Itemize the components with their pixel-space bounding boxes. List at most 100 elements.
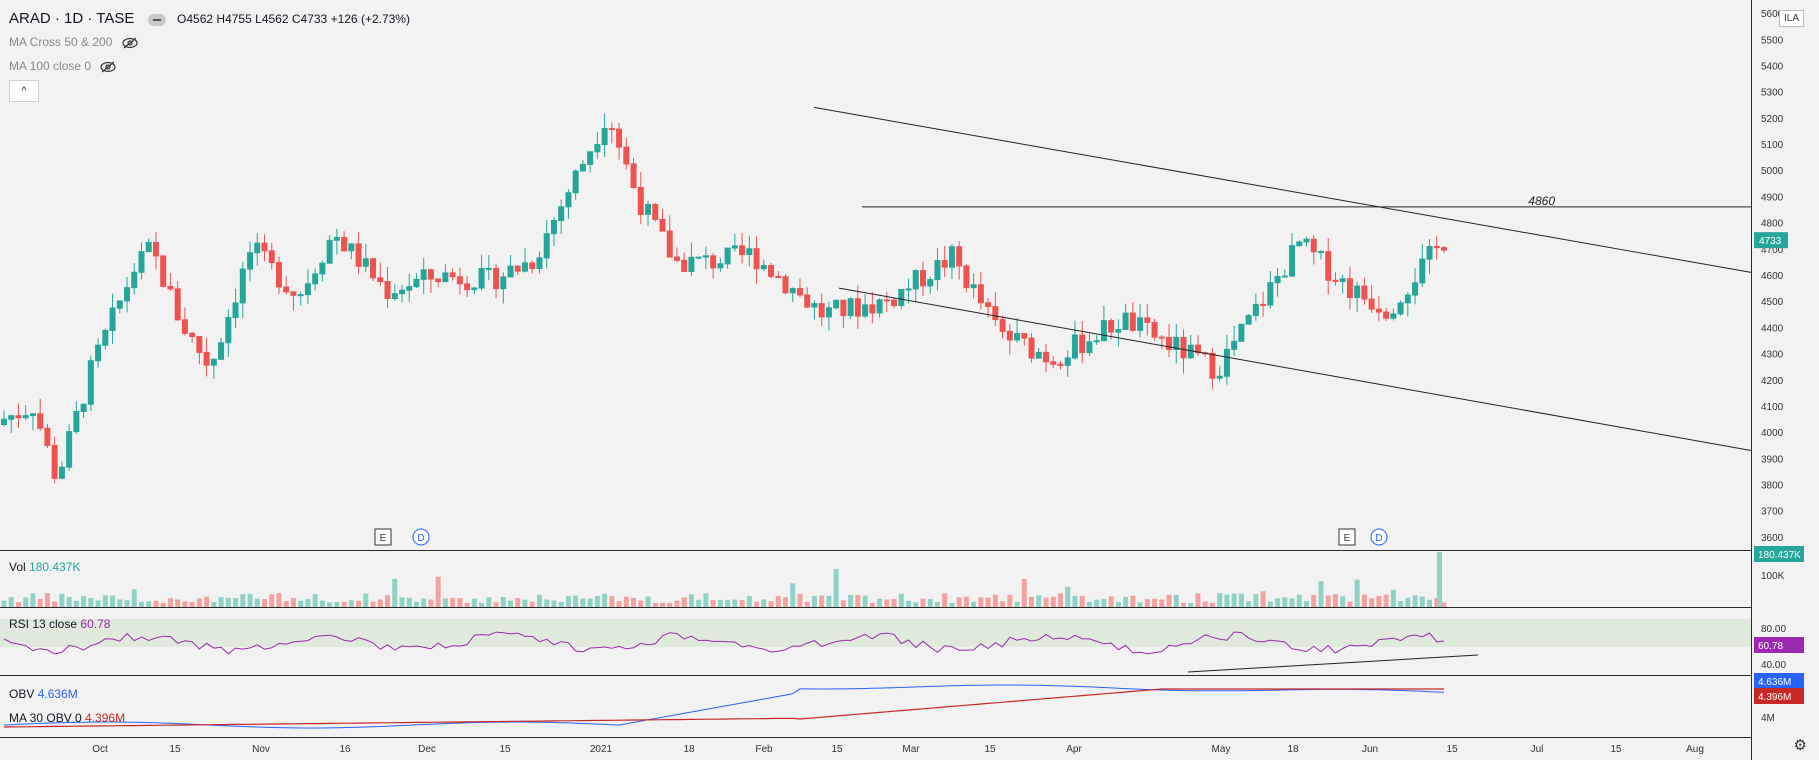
time-axis-label: Oct (92, 744, 108, 755)
volume-bar (862, 595, 868, 607)
volume-bar (1347, 601, 1353, 607)
volume-bar (146, 601, 152, 607)
obv-ma-tag: 4.396M (1758, 692, 1791, 703)
candle-body (507, 265, 514, 278)
volume-bar (341, 601, 347, 607)
volume-bar (81, 596, 87, 607)
volume-bar (298, 600, 304, 607)
candle-body (919, 270, 926, 287)
candle-body (1137, 317, 1144, 331)
volume-bar (1029, 596, 1035, 607)
candle-body (1325, 251, 1332, 281)
volume-bar (1311, 594, 1317, 607)
volume-bar (1267, 601, 1273, 607)
obv-legend[interactable]: OBV 4.636M (9, 687, 78, 701)
currency-badge[interactable]: ILA (1779, 10, 1805, 27)
volume-bar (1043, 597, 1049, 607)
obv-tag: 4.636M (1758, 677, 1791, 688)
candle-body (464, 283, 471, 291)
symbol-title[interactable]: ARAD · 1D · TASE (9, 10, 135, 27)
candle-body (985, 302, 992, 308)
candle-body (203, 351, 210, 366)
dividend-marker (1370, 528, 1388, 546)
volume-bar (797, 593, 803, 607)
candle-body (688, 256, 695, 273)
volume-bar (768, 601, 774, 607)
candle-body (529, 262, 536, 270)
price-tick-label: 4200 (1761, 376, 1784, 387)
candle-body (73, 410, 80, 433)
candle-body (659, 218, 666, 232)
volume-bar (464, 602, 470, 607)
volume-bar (196, 598, 202, 607)
collapse-legend-button[interactable]: ^ (9, 80, 39, 102)
time-axis-label: 15 (169, 744, 181, 755)
candle-body (406, 286, 413, 291)
ma-cross-legend[interactable]: MA Cross 50 & 200 (9, 35, 138, 49)
rsi-legend[interactable]: RSI 13 close 60.78 (9, 617, 111, 631)
volume-bar (1434, 598, 1440, 607)
volume-bar (819, 595, 825, 607)
candle-body (1339, 278, 1346, 282)
candle-body (1100, 320, 1107, 342)
candle-body (977, 284, 984, 304)
volume-bar (652, 602, 658, 607)
candle-body (413, 278, 420, 288)
ma100-legend[interactable]: MA 100 close 0 (9, 59, 117, 73)
time-axis-label: Jun (1362, 744, 1378, 755)
volume-bar (783, 597, 789, 607)
volume-bar (602, 593, 608, 607)
candle-body (594, 144, 601, 153)
volume-bar (399, 597, 405, 607)
candle-body (500, 276, 507, 290)
candle-body (543, 233, 550, 259)
volume-bar (421, 598, 427, 607)
candle-body (493, 267, 500, 290)
candle-body (456, 276, 463, 285)
candle-body (1354, 285, 1361, 298)
volume-bar (667, 602, 673, 607)
candle-body (290, 291, 297, 296)
volume-bar (616, 601, 622, 607)
hidden-eye-icon[interactable] (122, 37, 138, 49)
candle-body (1375, 308, 1382, 313)
legend-toggle-button[interactable] (147, 13, 166, 26)
volume-bar (392, 578, 398, 607)
volume-bar (1144, 599, 1150, 607)
price-tick-label: 3600 (1761, 533, 1784, 544)
volume-bar (1224, 594, 1230, 607)
candle-body (174, 288, 181, 321)
volume-bar (211, 602, 217, 607)
volume-axis-label: 100K (1761, 571, 1785, 582)
candle-body (1086, 341, 1093, 354)
candle-body (1108, 320, 1115, 333)
rsi-pane (0, 619, 1751, 673)
volume-bar (1405, 597, 1411, 607)
candle-body (970, 284, 977, 289)
volume-bar (153, 600, 159, 607)
price-tick-label: 5200 (1761, 114, 1784, 125)
candle-body (254, 242, 261, 254)
volume-bar (269, 594, 275, 607)
settings-gear-icon[interactable]: ⚙ (1793, 737, 1807, 754)
rsi-band (0, 619, 1751, 647)
volume-bar (848, 595, 854, 607)
candle-body (1332, 279, 1339, 282)
volume-bar (377, 599, 383, 607)
obv-ma-legend[interactable]: MA 30 OBV 0 4.396M (9, 711, 126, 725)
volume-bar (15, 602, 21, 607)
price-tick-label: 4600 (1761, 271, 1784, 282)
rsi-tag: 60.78 (1758, 641, 1783, 652)
volume-bar (428, 599, 434, 607)
volume-bar (1115, 602, 1121, 607)
volume-legend[interactable]: Vol 180.437K (9, 560, 81, 574)
price-tick-label: 4900 (1761, 192, 1784, 203)
candle-body (181, 319, 188, 334)
volume-bar (891, 599, 897, 607)
candle-body (702, 255, 709, 258)
volume-bar (1354, 579, 1360, 607)
volume-bar (1289, 598, 1295, 607)
hidden-eye-icon[interactable] (100, 61, 117, 73)
volume-bar (645, 596, 651, 607)
